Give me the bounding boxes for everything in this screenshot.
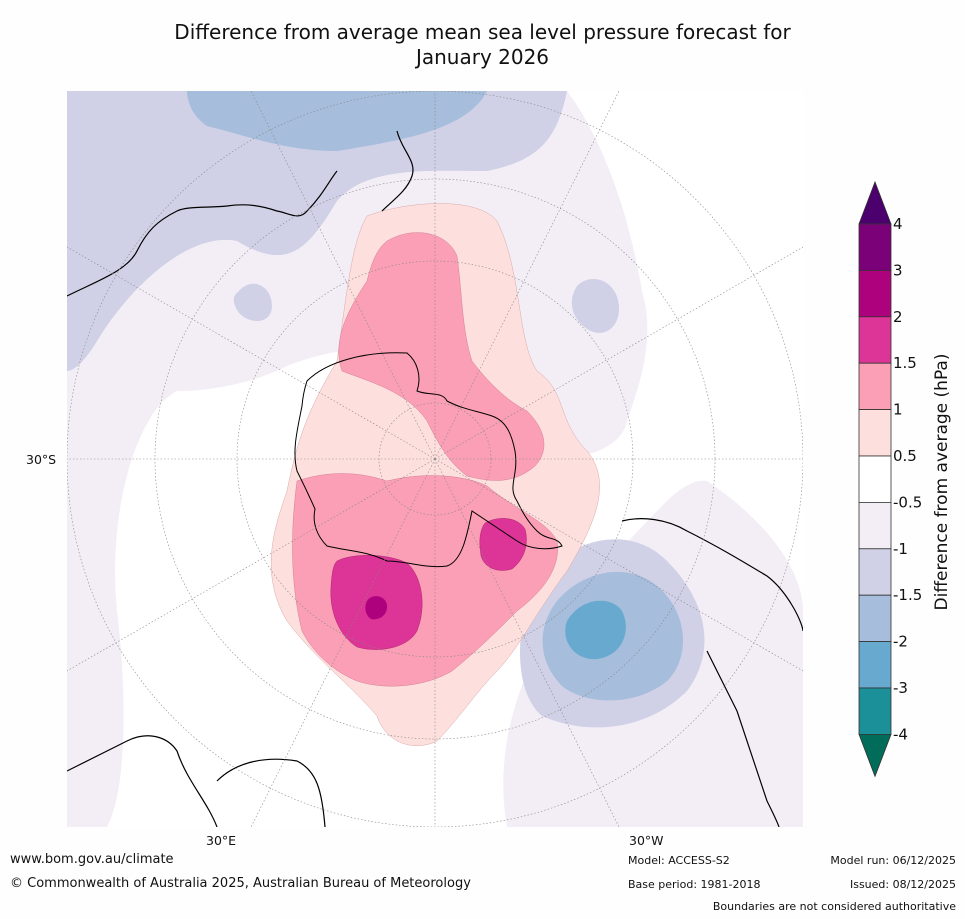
colorbar-segment-2-to-3 xyxy=(858,269,892,318)
anomaly-region-pos1-north xyxy=(338,232,545,481)
colorbar-tick-label: -0.5 xyxy=(893,493,922,511)
south-america-coastline xyxy=(621,518,803,632)
anomaly-region-neg1-west xyxy=(67,91,567,371)
anomaly-region-neg1_5-tasman xyxy=(187,91,487,151)
colorbar-tick-label: 0.5 xyxy=(893,447,917,465)
colorbar-segment-0-5-to-1 xyxy=(858,409,892,457)
colorbar-tick-label: -1 xyxy=(893,540,908,558)
colorbar-segment-3-to-4 xyxy=(858,223,892,271)
footer-model-run: Model run: 06/12/2025 xyxy=(830,854,956,867)
colorbar-tick-label: 2 xyxy=(893,308,903,326)
anomaly-region-neg1-small-west xyxy=(233,283,272,322)
lat-label-30S: 30°S xyxy=(26,452,57,467)
colorbar-label: Difference from average (hPa) xyxy=(932,354,952,611)
colorbar-segment-1-to-1-5 xyxy=(858,362,892,411)
colorbar-segment-m1-5-to-m1 xyxy=(858,548,892,596)
meridian-240 xyxy=(434,246,803,460)
title-line-2: January 2026 xyxy=(415,45,550,69)
graticule xyxy=(67,91,803,827)
footer-base-period: Base period: 1981-2018 xyxy=(628,878,761,891)
colorbar-tick-label: -4 xyxy=(893,725,908,743)
colorbar-tick-label: 1.5 xyxy=(893,354,917,372)
meridian-120 xyxy=(67,246,436,460)
meridian-60 xyxy=(67,458,436,672)
colorbar-extend-top xyxy=(858,180,892,225)
australia-coastline xyxy=(67,170,338,297)
colorbar-segment-1-5-to-2 xyxy=(858,316,892,364)
colorbar-segment-neutral xyxy=(858,455,892,503)
pressure-anomaly-map[interactable] xyxy=(67,91,803,827)
colorbar-tick-label: -1.5 xyxy=(893,586,922,604)
colorbar-extend-bottom xyxy=(858,734,892,778)
title-line-1: Difference from average mean sea level p… xyxy=(174,20,791,44)
colorbar-segment-m1-to-m0-5 xyxy=(858,501,892,550)
lon-label-30E: 30°E xyxy=(206,833,237,848)
colorbar-tick-label: -2 xyxy=(893,633,908,651)
africa-coastline-east xyxy=(216,758,326,827)
footer-disclaimer: Boundaries are not considered authoritat… xyxy=(712,900,956,913)
colorbar-segment-m3-to-m2 xyxy=(858,641,892,689)
footer-copyright: © Commonwealth of Australia 2025, Austra… xyxy=(10,876,471,891)
meridian-300 xyxy=(434,458,803,672)
footer-model: Model: ACCESS-S2 xyxy=(628,854,730,867)
africa-coastline xyxy=(67,735,218,827)
footer-website[interactable]: www.bom.gov.au/climate xyxy=(10,852,174,867)
colorbar-tick-label: 3 xyxy=(893,261,903,279)
anomaly-region-pos1_5-se xyxy=(479,518,527,571)
anomaly-region-neg1-pacific xyxy=(571,279,619,333)
chart-title: Difference from average mean sea level p… xyxy=(0,20,965,70)
anomaly-region-pos2-sw xyxy=(365,596,388,620)
south-america-coastline-lower xyxy=(706,650,780,827)
colorbar-segment-m4-to-m3 xyxy=(858,687,892,735)
footer-issued: Issued: 08/12/2025 xyxy=(849,878,956,891)
lat-circle-60 xyxy=(236,260,634,658)
lon-label-30W: 30°W xyxy=(629,833,664,848)
colorbar-segment-m2-to-m1-5 xyxy=(858,594,892,643)
antarctica-coastline xyxy=(294,352,563,568)
colorbar-tick-label: 1 xyxy=(893,401,903,419)
colorbar-tick-label: -3 xyxy=(893,679,908,697)
anomaly-region-neg2-southeast xyxy=(565,600,626,660)
colorbar-tick-label: 4 xyxy=(893,215,903,233)
new-zealand-coastline xyxy=(381,130,414,212)
